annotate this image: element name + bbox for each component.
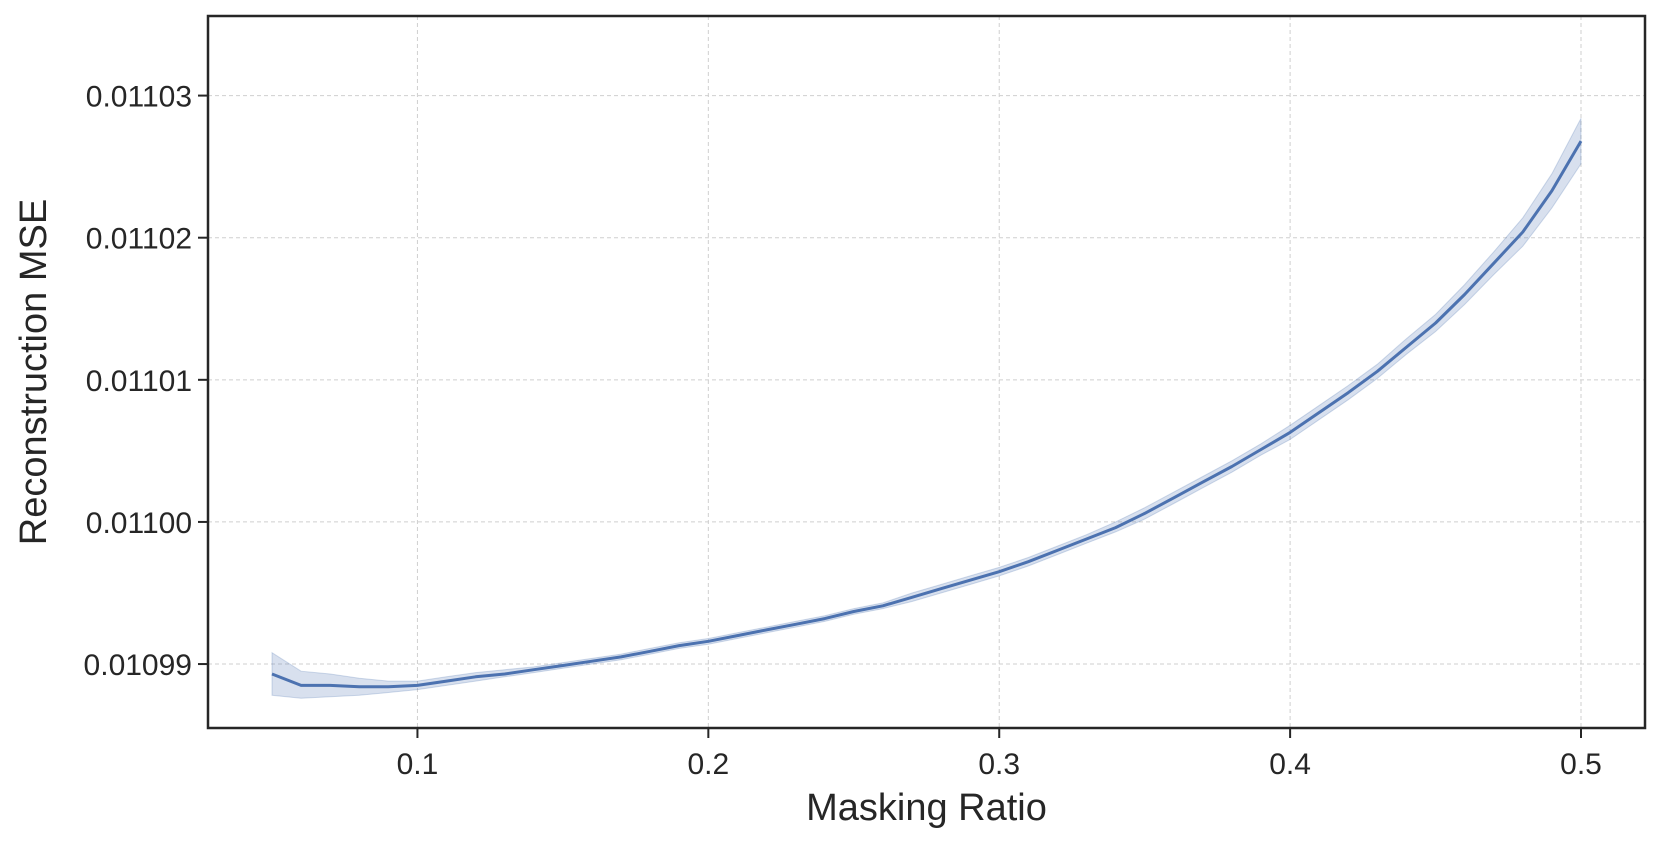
plot-frame [206, 14, 1647, 730]
x-tick-label: 0.1 [397, 748, 439, 781]
x-tick-label: 0.5 [1560, 748, 1602, 781]
y-tick-label: 0.01099 [84, 649, 192, 682]
y-tick-label: 0.01102 [86, 223, 192, 256]
x-tick-label: 0.3 [978, 748, 1020, 781]
x-axis: 0.1 0.2 0.3 0.4 0.5 [397, 728, 1602, 781]
x-axis-label: Masking Ratio [806, 787, 1047, 829]
x-tick-label: 0.2 [687, 748, 729, 781]
series-line [271, 140, 1583, 689]
x-tick-label: 0.4 [1269, 748, 1311, 781]
y-axis: 0.01099 0.01100 0.01101 0.01102 0.01103 [84, 81, 208, 682]
y-axis-label: Reconstruction MSE [13, 199, 55, 545]
y-tick-label: 0.01100 [86, 507, 192, 540]
confidence-band [271, 118, 1582, 699]
grid-lines [208, 16, 1645, 728]
y-tick-label: 0.01103 [86, 81, 192, 114]
y-tick-label: 0.01101 [86, 365, 192, 398]
